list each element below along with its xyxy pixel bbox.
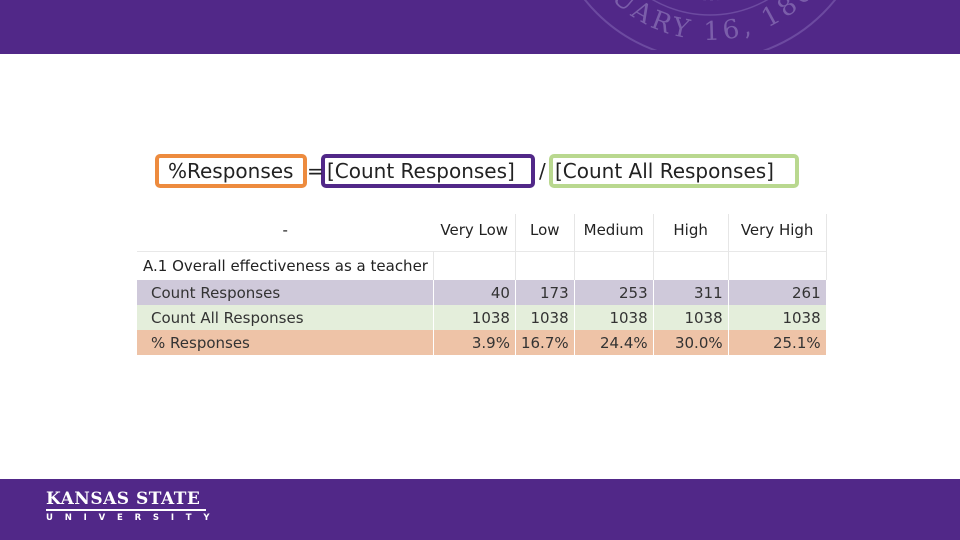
table-spacer [137, 246, 827, 251]
formula-divide: / [539, 159, 546, 183]
table-cell: 1038 [574, 305, 654, 330]
table-cell: 40 [433, 280, 516, 305]
logo-wordmark: Kansas State [46, 489, 201, 509]
column-header: High [653, 214, 729, 246]
table-row: % Responses 3.9% 16.7% 24.4% 30.0% 25.1% [137, 330, 827, 355]
svg-text:FEBRUARY 16, 1863: FEBRUARY 16, 1863 [564, 0, 835, 47]
table-cell: 30.0% [653, 330, 729, 355]
seal-text: FEBRUARY 16, 1863 [564, 0, 831, 47]
table-cell: 1038 [728, 305, 827, 330]
table-group-row: A.1 Overall effectiveness as a teacher [137, 250, 827, 280]
column-header: - [282, 221, 288, 239]
group-label: A.1 Overall effectiveness as a teacher [137, 250, 434, 280]
table-cell: 173 [515, 280, 575, 305]
table-cell: 16.7% [515, 330, 575, 355]
logo-subtitle: UNIVERSITY [46, 513, 222, 523]
formula-numerator-box [321, 154, 535, 188]
formula-lhs: %Responses [168, 159, 294, 183]
table-cell: 253 [574, 280, 654, 305]
row-label: Count All Responses [137, 305, 434, 330]
formula-numerator: [Count Responses] [327, 159, 515, 183]
row-label: % Responses [137, 330, 434, 355]
table-row: Count Responses 40 173 253 311 261 [137, 280, 827, 305]
table-row: Count All Responses 1038 1038 1038 1038 … [137, 305, 827, 330]
column-header: Very Low [433, 214, 516, 246]
table-cell: 1038 [433, 305, 516, 330]
column-header: Medium [574, 214, 654, 246]
formula-denominator: [Count All Responses] [555, 159, 774, 183]
table-cell: 1038 [653, 305, 729, 330]
table-header-row: - Very Low Low Medium High Very High [137, 214, 827, 246]
logo-divider [46, 509, 206, 511]
university-seal-watermark: FEBRUARY 16, 1863 [564, 0, 837, 50]
table-cell: 261 [728, 280, 827, 305]
top-banner: FEBRUARY 16, 1863 [0, 0, 960, 54]
column-header: Very High [728, 214, 827, 246]
formula-equals: = [307, 159, 324, 183]
formula-lhs-box [155, 154, 307, 188]
table-cell: 311 [653, 280, 729, 305]
column-header: Low [515, 214, 575, 246]
kansas-state-logo: Kansas State UNIVERSITY [46, 490, 221, 524]
table-cell: 3.9% [433, 330, 516, 355]
responses-table: - Very Low Low Medium High Very High A.1… [137, 214, 827, 355]
formula-denominator-box [549, 154, 799, 188]
table-cell: 1038 [515, 305, 575, 330]
table-cell: 24.4% [574, 330, 654, 355]
row-label: Count Responses [137, 280, 434, 305]
table-cell: 25.1% [728, 330, 827, 355]
